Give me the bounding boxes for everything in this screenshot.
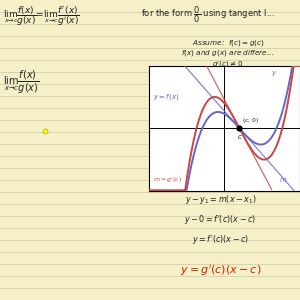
Text: $g'(c) \neq 0$: $g'(c) \neq 0$ [212, 60, 244, 71]
Text: $m$: $m$ [279, 176, 287, 184]
Text: $\lim_{x \to c} \dfrac{f(x)}{g(x)} = \lim_{x \to c} \dfrac{f'(x)}{g'(x)}$: $\lim_{x \to c} \dfrac{f(x)}{g(x)} = \li… [3, 4, 80, 28]
Text: $y = g'(c)(x - c)$: $y = g'(c)(x - c)$ [180, 262, 261, 278]
Text: $c$: $c$ [237, 133, 243, 141]
Text: $y - y_1 = m(x - x_1)$: $y - y_1 = m(x - x_1)$ [185, 194, 256, 206]
Text: $\lim_{x \to c} \dfrac{f(x)}{g(x)}$: $\lim_{x \to c} \dfrac{f(x)}{g(x)}$ [3, 69, 40, 96]
Text: $y$: $y$ [271, 69, 278, 78]
Text: Assume:  $f(c) = g(c)$: Assume: $f(c) = g(c)$ [192, 38, 264, 47]
Text: $(c, 0)$: $(c, 0)$ [242, 116, 259, 125]
Text: $y = f'(c)(x - c)$: $y = f'(c)(x - c)$ [192, 232, 249, 245]
Text: $m = g'(c)$: $m = g'(c)$ [153, 175, 182, 185]
Text: for the form $\dfrac{0}{0}$ using tangent l...: for the form $\dfrac{0}{0}$ using tangen… [141, 4, 275, 25]
Text: $f(x)$ and $g(x)$ are differe...: $f(x)$ and $g(x)$ are differe... [181, 48, 275, 58]
Text: $y = f(x)$: $y = f(x)$ [153, 92, 179, 102]
Text: $y - 0 = f'(c)(x - c)$: $y - 0 = f'(c)(x - c)$ [184, 213, 256, 226]
